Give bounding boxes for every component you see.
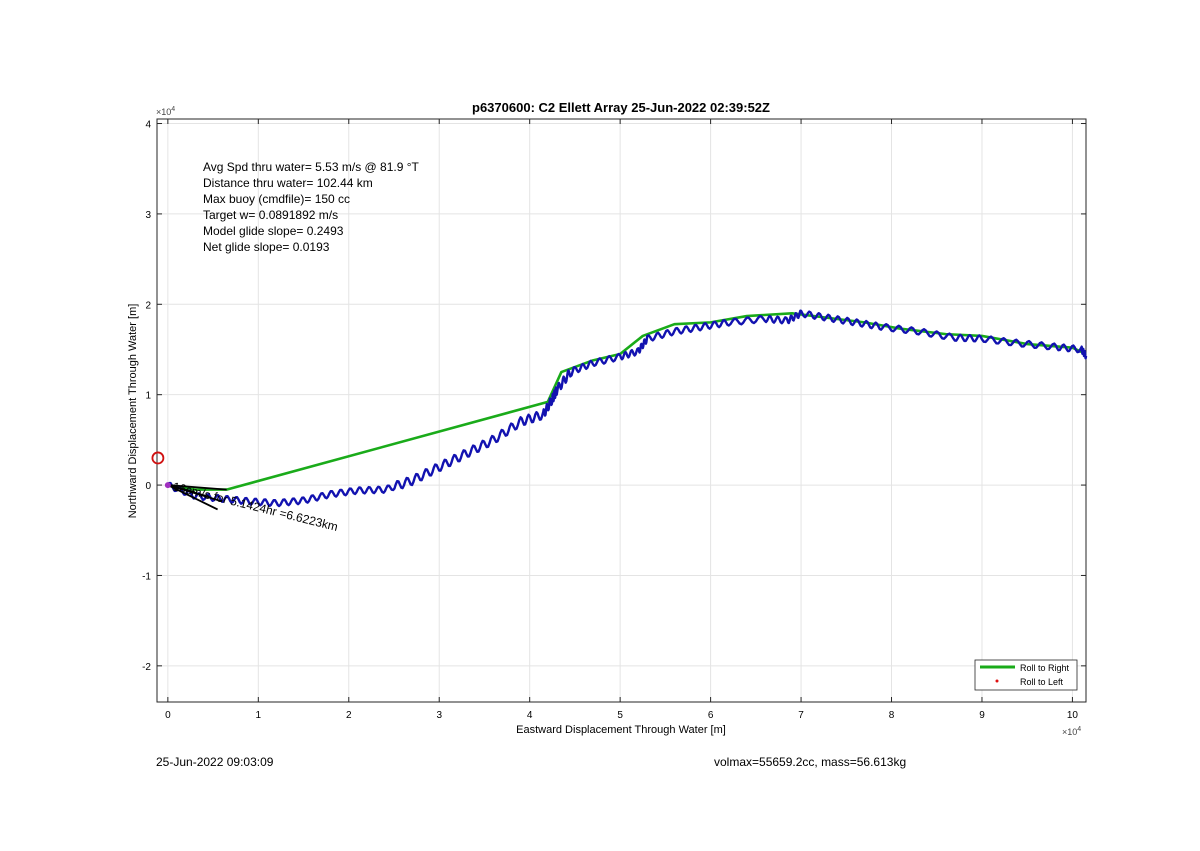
axes-box (156, 118, 1087, 703)
annotation-distance: Distance thru water= 102.44 km (203, 176, 373, 190)
y-exponent-label: ×104 (156, 106, 175, 117)
x-exponent-label: ×104 (1062, 726, 1081, 737)
footer-date: 25-Jun-2022 09:03:09 (156, 755, 274, 769)
x-tick-label: 8 (889, 710, 895, 721)
x-axis-label: Eastward Displacement Through Water [m] (516, 724, 726, 736)
legend-box (974, 659, 1078, 691)
grid-lines (157, 119, 1086, 702)
x-tick-label: 4 (527, 710, 533, 721)
legend: Roll to Right Roll to Left (974, 659, 1078, 691)
series-group (166, 309, 1088, 508)
y-tick-label: 4 (145, 120, 151, 131)
y-tick-label: 0 (145, 481, 151, 492)
x-tick-label: 3 (436, 710, 442, 721)
x-tick-label: 0 (165, 710, 171, 721)
axis-ticks: 0 1 2 3 4 5 6 7 8 9 10 -2 -1 0 1 2 3 4 (142, 119, 1086, 721)
annotation-max-buoy: Max buoy (cmdfile)= 150 cc (203, 192, 350, 206)
annotation-target-w: Target w= 0.0891892 m/s (203, 208, 338, 222)
annotation-model-glide: Model glide slope= 0.2493 (203, 224, 344, 238)
y-tick-label: 1 (145, 391, 151, 402)
current-vector-line (167, 484, 196, 494)
current-vector-line (167, 484, 219, 511)
x-tick-label: 1 (256, 710, 262, 721)
legend-marker-roll-left (995, 679, 999, 683)
y-tick-label: 3 (145, 210, 151, 221)
x-tick-label: 2 (346, 710, 352, 721)
current-label: 16cm/s for 5.1424hr =6.6223km (171, 479, 339, 534)
y-tick-label: 2 (145, 300, 151, 311)
x-tick-label: 5 (617, 710, 623, 721)
legend-label-roll-left: Roll to Left (1020, 677, 1064, 687)
start-marker (151, 451, 165, 465)
footer-volmax: volmax=55659.2cc, mass=56.613kg (714, 755, 907, 769)
annotation-avg-speed: Avg Spd thru water= 5.53 m/s @ 81.9 °T (203, 160, 420, 174)
x-tick-label: 6 (708, 710, 714, 721)
x-tick-label: 10 (1067, 710, 1079, 721)
current-vector (164, 482, 227, 511)
current-vector-line (167, 484, 227, 491)
x-tick-label: 9 (979, 710, 985, 721)
origin-marker (164, 482, 171, 489)
series-roll-to-right-line (167, 312, 1087, 491)
y-axis-label: Northward Displacement Through Water [m] (127, 304, 139, 519)
series-trajectory-line (166, 309, 1088, 508)
y-tick-label: -1 (142, 571, 151, 582)
annotation-net-glide: Net glide slope= 0.0193 (203, 240, 330, 254)
annotation-block: Avg Spd thru water= 5.53 m/s @ 81.9 °T D… (203, 160, 420, 254)
legend-label-roll-right: Roll to Right (1020, 663, 1070, 673)
y-tick-label: -2 (142, 662, 151, 673)
x-tick-label: 7 (798, 710, 804, 721)
chart-title: p6370600: C2 Ellett Array 25-Jun-2022 02… (472, 100, 770, 115)
